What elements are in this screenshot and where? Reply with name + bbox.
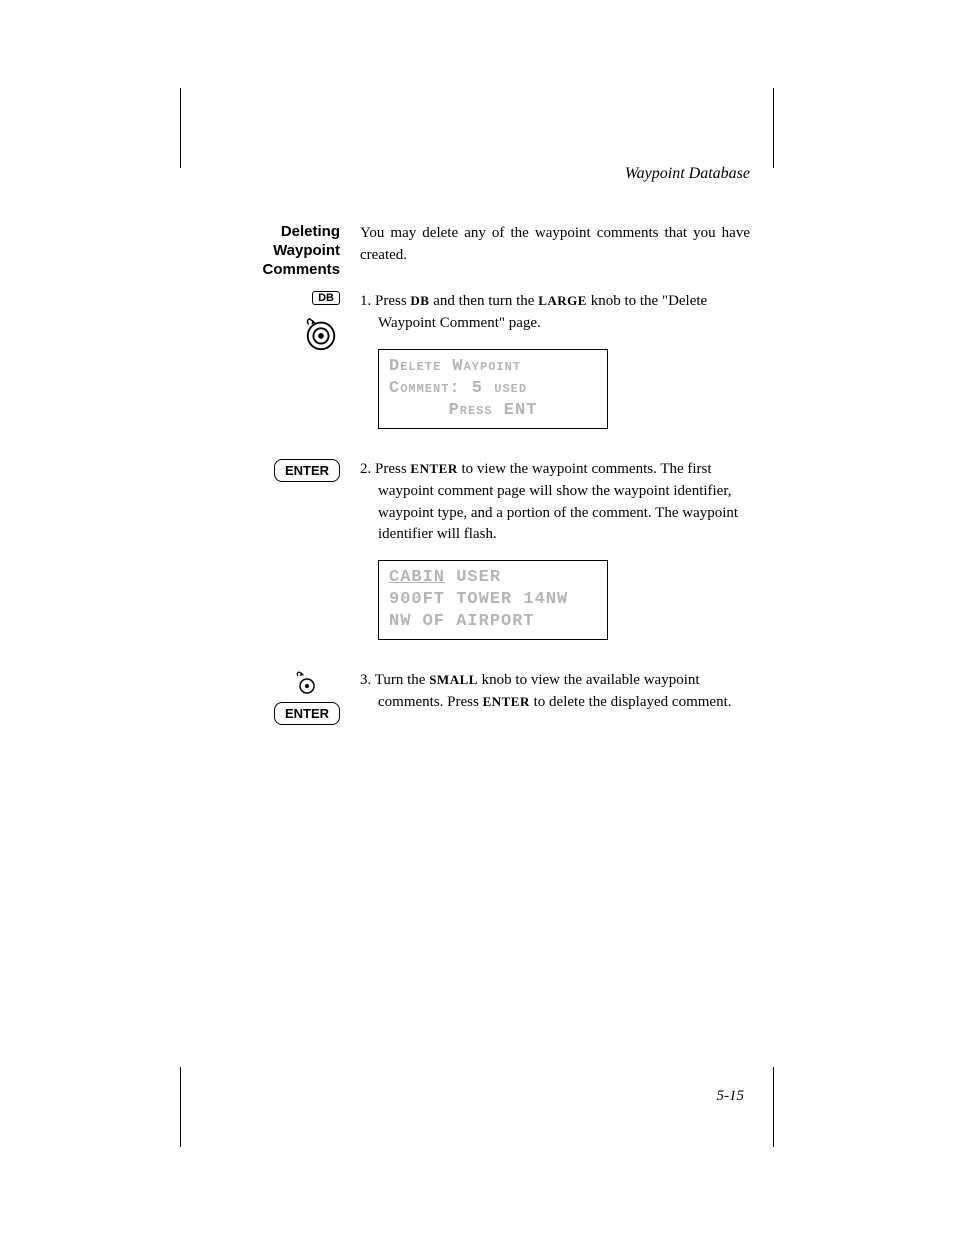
lcd2-line2: 900FT TOWER 14NW [389,589,597,611]
step3-controls: ENTER [230,670,340,725]
lcd-screen-1: Delete Waypoint Comment: 5 used Press EN… [378,349,608,429]
step3-key: ENTER [483,694,530,709]
step3-prefix: 3. Turn the [360,672,429,688]
step3-text: 3. Turn the SMALL knob to view the avail… [360,670,750,714]
section-title-line: Deleting [281,223,340,240]
step3-control-stack: ENTER [274,670,340,725]
step1-mid: and then turn the [429,293,538,309]
lcd1-line1: Delete Waypoint [389,356,597,378]
step1-knob: LARGE [538,293,587,308]
enter-key-icon: ENTER [274,702,340,725]
large-knob-icon [302,315,340,353]
crop-mark [180,88,181,168]
crop-mark [773,88,774,168]
lcd2-line1: CABIN USER [389,567,597,589]
step2-controls: ENTER [230,459,340,658]
lcd1-line3: Press ENT [389,400,597,422]
step2-prefix: 2. Press [360,461,410,477]
intro-col: You may delete any of the waypoint comme… [360,223,750,279]
section-title-line: Comments [262,261,340,278]
page-header: Waypoint Database [230,165,750,183]
page-number: 5-15 [717,1088,745,1105]
crop-mark [773,1067,774,1147]
db-key-icon: DB [312,291,340,305]
small-knob-icon [292,670,322,696]
lcd2-line1b: USER [445,568,501,587]
intro-text: You may delete any of the waypoint comme… [360,223,750,267]
enter-key-icon: ENTER [274,459,340,482]
lcd2-line1a: CABIN [389,568,445,587]
lcd-screen-2: CABIN USER 900FT TOWER 14NW NW OF AIRPOR… [378,560,608,640]
step2-key: ENTER [410,461,457,476]
step1-row: DB 1. Press DB and then turn the LARGE k… [230,291,750,447]
step3-knob: SMALL [429,672,478,687]
step1-col: 1. Press DB and then turn the LARGE knob… [360,291,750,447]
step1-key: DB [410,293,429,308]
lcd1-line2: Comment: 5 used [389,378,597,400]
step3-row: ENTER 3. Turn the SMALL knob to view the… [230,670,750,725]
step2-col: 2. Press ENTER to view the waypoint comm… [360,459,750,658]
step1-prefix: 1. Press [360,293,410,309]
lcd2-line3: NW OF AIRPORT [389,611,597,633]
section-title-line: Waypoint [273,242,340,259]
intro-row: Deleting Waypoint Comments You may delet… [230,223,750,279]
step2-row: ENTER 2. Press ENTER to view the waypoin… [230,459,750,658]
crop-mark [180,1067,181,1147]
step1-text: 1. Press DB and then turn the LARGE knob… [360,291,750,335]
page-content: Waypoint Database Deleting Waypoint Comm… [230,165,750,737]
step3-col: 3. Turn the SMALL knob to view the avail… [360,670,750,725]
section-title: Deleting Waypoint Comments [262,223,340,279]
left-margin: Deleting Waypoint Comments [230,223,340,279]
step1-controls: DB [230,291,340,447]
step3-suffix: to delete the displayed comment. [530,694,732,710]
step2-text: 2. Press ENTER to view the waypoint comm… [360,459,750,546]
